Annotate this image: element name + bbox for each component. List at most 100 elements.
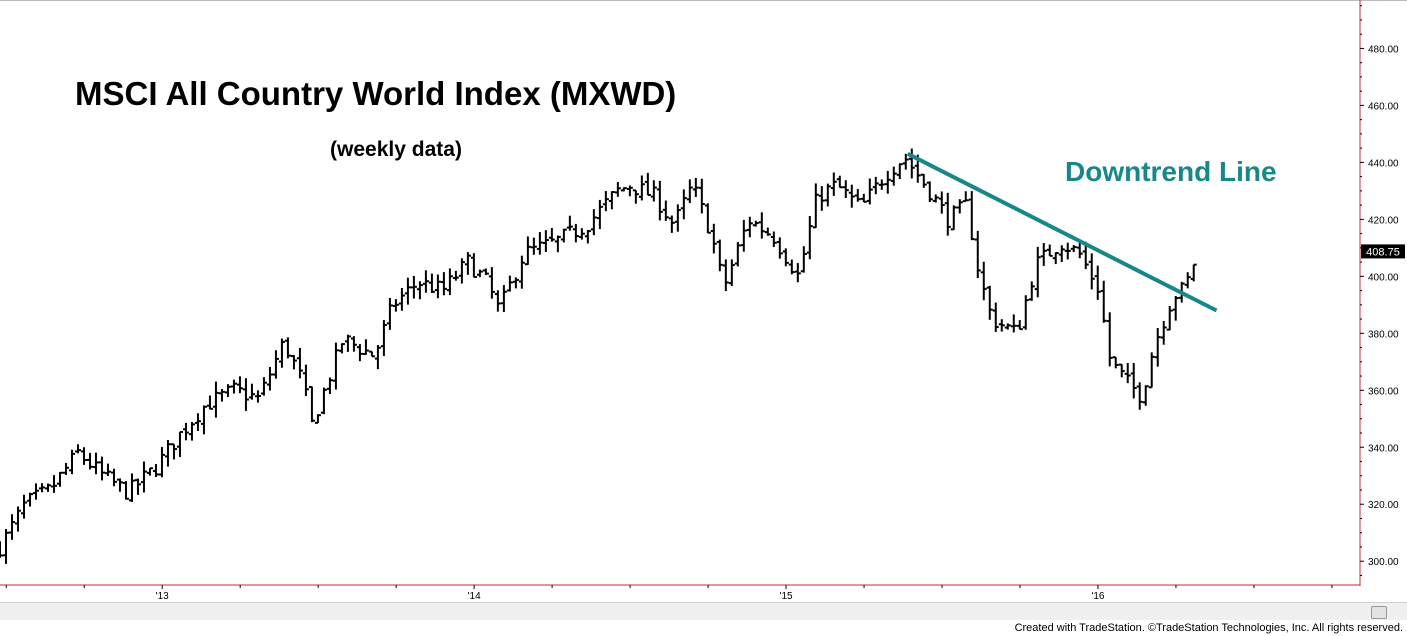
price-bar [110,468,117,487]
price-bar [8,514,15,540]
price-bar [680,189,687,220]
price-bar [254,390,261,403]
price-bar [878,179,885,190]
price-bar [1034,246,1041,298]
price-bar [206,395,213,410]
price-bar [470,253,477,279]
y-tick-label: 440.00 [1368,158,1399,169]
price-bar [1184,272,1191,289]
price-bar [974,230,981,279]
price-bar [320,387,327,415]
price-bar [734,242,741,267]
price-bar [506,275,513,292]
price-bar [368,350,375,358]
x-tick-label: '13 [156,591,169,602]
price-bar [1058,245,1065,263]
scrollbar-thumb[interactable] [1371,606,1387,619]
price-bar [554,235,561,253]
horizontal-scrollbar[interactable] [0,602,1407,621]
price-bar [176,430,183,457]
price-bar [710,223,717,254]
last-price-value: 408.75 [1366,246,1400,258]
price-bar [728,259,735,286]
price-bar [1136,382,1143,410]
price-bar [692,178,699,197]
price-bar [848,184,855,208]
price-bar [1052,251,1059,265]
price-bar [866,178,873,205]
price-bar [998,319,1005,332]
price-bar [782,248,789,267]
price-bar [272,350,279,379]
price-bar [326,377,333,395]
y-tick-label: 400.00 [1368,272,1399,283]
price-bar [1022,295,1029,330]
y-tick-label: 300.00 [1368,557,1399,568]
price-bar [632,189,639,204]
price-bar [800,246,807,273]
price-bar [128,473,135,502]
price-bar [1088,253,1095,290]
price-bar [488,267,495,299]
price-bar [440,272,447,296]
downtrend-line [906,152,1218,313]
price-bar [572,223,579,243]
price-bar [1148,352,1155,389]
price-bar [716,239,723,272]
price-bar [116,478,123,492]
price-bar [1070,245,1077,252]
price-bar [596,199,603,230]
price-bar [1040,243,1047,266]
price-bar [806,215,813,260]
price-bar [788,259,795,275]
price-bar [344,334,351,352]
price-bar [836,175,843,189]
price-bar [584,230,591,244]
price-bar [566,215,573,231]
price-bar [638,175,645,201]
y-tick-label: 360.00 [1368,386,1399,397]
price-bar [746,216,753,238]
price-bar [32,483,39,500]
price-bar [242,378,249,411]
price-bar [512,277,519,289]
price-bar [650,180,657,202]
price-bar [740,219,747,252]
price-bar [464,252,471,275]
price-bar [188,422,195,441]
chart-title: MSCI All Country World Index (MXWD) [75,75,676,112]
price-bar [332,342,339,390]
price-bar [278,338,285,368]
price-bar [494,290,501,312]
price-bar [140,461,147,493]
price-bar [428,273,435,293]
price-bar [884,170,891,194]
price-bar [764,227,771,236]
x-axis: '13 '14 '15 '16 [5,585,1333,602]
x-tick-label: '16 [1091,591,1104,602]
price-bar [98,456,105,481]
price-bar [80,447,87,465]
price-bar [410,275,417,299]
price-bar [902,153,909,170]
price-bar [524,236,531,266]
y-tick-label: 380.00 [1368,329,1399,340]
price-bar [1124,363,1131,384]
price-bar [758,212,765,239]
price-bar [398,287,405,311]
price-bar [422,270,429,293]
price-bar [374,345,381,370]
trendline-label: Downtrend Line [1065,156,1277,187]
price-bar [212,381,219,418]
price-bar [146,467,153,476]
price-bar [704,203,711,234]
price-bar [446,268,453,296]
price-bar [356,344,363,362]
price-bar [644,172,651,196]
y-tick-label: 420.00 [1368,215,1399,226]
price-bar [164,439,171,467]
price-bar [194,413,201,432]
y-tick-label: 460.00 [1368,101,1399,112]
price-bar [752,220,759,227]
price-bar [608,191,615,210]
